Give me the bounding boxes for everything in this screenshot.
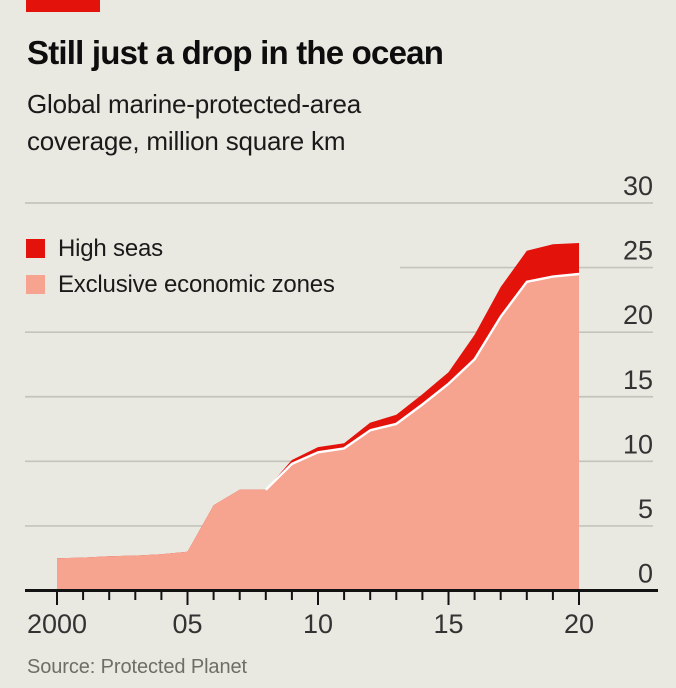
high-seas-label: High seas (58, 234, 163, 262)
high-seas-swatch (26, 239, 45, 258)
area-eez (57, 274, 579, 591)
x-tick-label-2020: 20 (564, 609, 594, 639)
chart-subtitle-line2: coverage, million square km (27, 126, 346, 156)
y-tick-label-20: 20 (623, 300, 653, 330)
x-tick-label-2000: 2000 (27, 609, 87, 639)
x-tick-label-2010: 10 (303, 609, 333, 639)
legend-item-eez: Exclusive economic zones (26, 271, 335, 298)
chart-subtitle-line1: Global marine-protected-area (27, 89, 362, 119)
legend-item-high-seas: High seas (26, 235, 335, 262)
page-title: Still just a drop in the ocean (27, 34, 444, 71)
y-tick-label-25: 25 (623, 236, 653, 266)
chart-subtitle: Global marine-protected-area coverage, mi… (27, 86, 361, 160)
y-tick-label-30: 30 (623, 171, 653, 201)
x-tick-label-2005: 05 (172, 609, 202, 639)
x-tick-label-2015: 15 (433, 609, 463, 639)
y-tick-label-10: 10 (623, 429, 653, 459)
series-divider-line (264, 272, 580, 491)
legend: High seas Exclusive economic zones (26, 235, 335, 307)
eez-label: Exclusive economic zones (58, 270, 335, 298)
y-tick-label-5: 5 (638, 494, 653, 524)
eez-swatch (26, 275, 45, 294)
y-tick-label-0: 0 (638, 559, 653, 589)
y-tick-label-15: 15 (623, 365, 653, 395)
brand-tab (26, 0, 100, 12)
source-note: Source: Protected Planet (27, 656, 247, 678)
